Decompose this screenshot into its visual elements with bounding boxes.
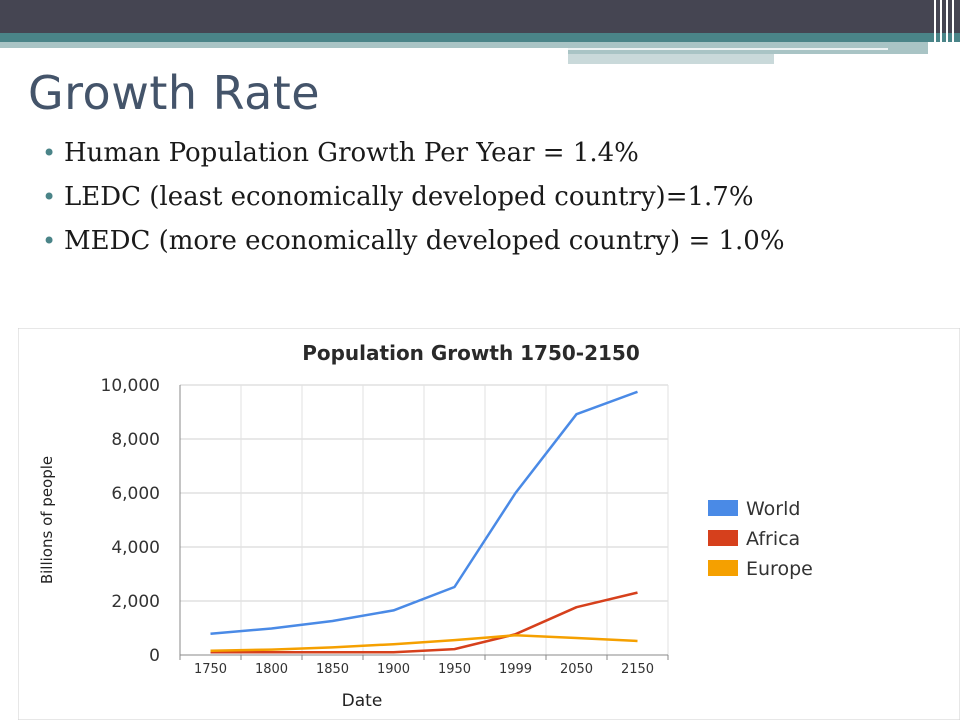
legend: World Africa Europe bbox=[708, 498, 813, 580]
x-tick-label: 1999 bbox=[499, 662, 532, 677]
legend-swatch-world bbox=[708, 500, 738, 516]
series-line-europe bbox=[210, 634, 638, 652]
bullet-text: Human Population Growth Per Year = 1.4% bbox=[64, 138, 639, 168]
y-tick-label: 8,000 bbox=[111, 430, 160, 450]
series-line-africa bbox=[210, 591, 638, 654]
y-tick-label: 2,000 bbox=[111, 592, 160, 612]
legend-label-world: World bbox=[746, 498, 800, 520]
slide-title: Growth Rate bbox=[28, 66, 321, 120]
series-layer bbox=[210, 390, 638, 654]
bullet-icon: • bbox=[42, 227, 57, 255]
legend-label-africa: Africa bbox=[746, 528, 800, 550]
bullet-list: • Human Population Growth Per Year = 1.4%… bbox=[40, 136, 920, 268]
bullet-item: • LEDC (least economically developed coun… bbox=[40, 180, 920, 214]
header-band-teal bbox=[0, 33, 960, 42]
x-tick-label: 1900 bbox=[377, 662, 410, 677]
y-axis-label: Billions of people bbox=[38, 456, 56, 584]
x-axis-label: Date bbox=[342, 691, 383, 711]
bullet-item: • MEDC (more economically developed count… bbox=[40, 224, 920, 258]
bullet-text: LEDC (least economically developed count… bbox=[64, 182, 754, 212]
x-tick-label: 1850 bbox=[316, 662, 349, 677]
y-tick-label: 0 bbox=[149, 646, 160, 666]
bullet-icon: • bbox=[42, 183, 57, 211]
y-tick-label: 4,000 bbox=[111, 538, 160, 558]
header-edge-decoration bbox=[930, 0, 960, 64]
header-band-grey bbox=[0, 42, 568, 48]
y-tick-label: 6,000 bbox=[111, 484, 160, 504]
bullet-item: • Human Population Growth Per Year = 1.4% bbox=[40, 136, 920, 170]
chart-title: Population Growth 1750-2150 bbox=[302, 341, 640, 365]
population-chart: Population Growth 1750-2150 Billions of … bbox=[18, 328, 960, 720]
x-tick-label: 1750 bbox=[194, 662, 227, 677]
chart-svg: Population Growth 1750-2150 Billions of … bbox=[18, 328, 960, 720]
legend-swatch-africa bbox=[708, 530, 738, 546]
x-tick-label: 2150 bbox=[621, 662, 654, 677]
series-line-world bbox=[210, 390, 638, 635]
legend-swatch-europe bbox=[708, 560, 738, 576]
y-tick-label: 10,000 bbox=[101, 376, 160, 396]
x-tick-label: 2050 bbox=[560, 662, 593, 677]
legend-label-europe: Europe bbox=[746, 558, 813, 580]
header-band-grey-tab bbox=[568, 54, 774, 64]
x-tick-label: 1950 bbox=[438, 662, 471, 677]
bullet-text: MEDC (more economically developed countr… bbox=[64, 226, 785, 256]
header-band-line bbox=[568, 48, 888, 50]
bullet-icon: • bbox=[42, 139, 57, 167]
x-tick-label: 1800 bbox=[255, 662, 288, 677]
header-band-dark bbox=[0, 0, 960, 33]
axis-layer: 0 2,000 4,000 6,000 8,000 10,000 1750 1800 1850 1… bbox=[101, 376, 669, 677]
